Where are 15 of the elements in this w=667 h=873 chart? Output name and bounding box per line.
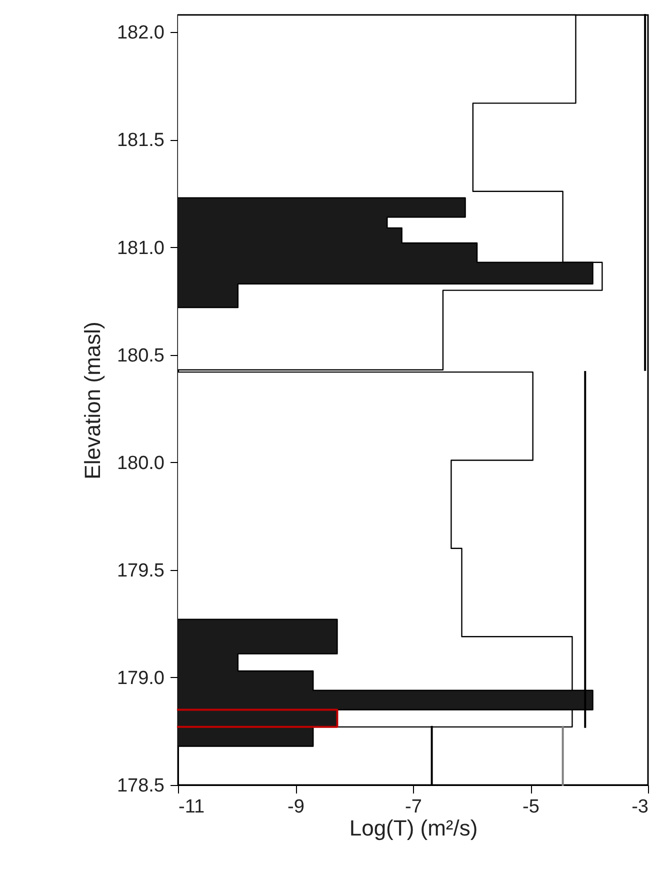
y-tick-label: 180.5 — [116, 345, 164, 366]
y-tick-label: 179.0 — [116, 668, 164, 689]
y-axis-title: Elevation (masl) — [80, 322, 105, 480]
x-tick-label: -7 — [405, 796, 422, 818]
y-tick-label: 179.5 — [116, 560, 164, 582]
x-tick-label: -3 — [632, 796, 648, 818]
x-tick-label: -9 — [288, 796, 304, 818]
y-tick-label: 181.5 — [116, 130, 164, 152]
y-tick-label: 181.0 — [116, 238, 164, 259]
x-axis-title: Log(T) (m²/s) — [349, 816, 478, 840]
x-tick-label: -5 — [522, 796, 540, 818]
x-tick-label: -11 — [178, 796, 205, 818]
y-tick-label: 180.0 — [116, 452, 164, 474]
y-tick-label: 178.5 — [116, 776, 164, 796]
y-tick-label: 182.0 — [116, 22, 164, 44]
